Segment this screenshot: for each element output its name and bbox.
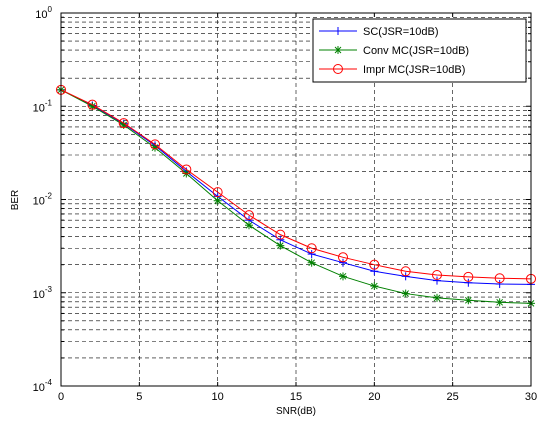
legend-marker	[334, 46, 342, 54]
x-tick-label: 5	[136, 391, 142, 403]
grid-layer	[61, 13, 531, 386]
data-point	[464, 296, 473, 305]
legend: SC(JSR=10dB) Conv MC(JSR=10dB) Impr MC(JSR…	[312, 18, 527, 83]
legend-item: Impr MC(JSR=10dB)	[319, 64, 465, 76]
legend-label: Impr MC(JSR=10dB)	[363, 64, 465, 76]
data-point	[307, 258, 316, 267]
x-axis-label: SNR(dB)	[276, 406, 316, 417]
x-tick-label: 20	[368, 391, 380, 403]
data-point	[339, 258, 347, 267]
x-tick-label: 10	[212, 391, 224, 403]
x-tick-label: 25	[447, 391, 459, 403]
x-tick-label: 30	[525, 391, 537, 403]
data-point	[463, 271, 474, 282]
y-tick-label: 10-1	[33, 98, 53, 114]
x-tick-label: 15	[290, 391, 302, 403]
data-point	[401, 272, 410, 281]
data-point	[275, 229, 286, 240]
legend-marker	[333, 64, 343, 74]
data-point	[338, 252, 348, 263]
data-point	[245, 221, 253, 230]
data-point	[369, 259, 380, 270]
data-point	[307, 250, 316, 259]
legend-item: SC(JSR=10dB)	[319, 26, 439, 38]
data-point	[181, 164, 192, 175]
data-point	[118, 118, 129, 129]
data-point	[464, 278, 473, 287]
data-point	[495, 298, 504, 307]
data-point	[276, 241, 285, 250]
data-point	[495, 280, 504, 289]
legend-marker	[334, 27, 342, 35]
data-point	[494, 273, 505, 284]
data-point	[432, 270, 442, 281]
data-point	[400, 266, 411, 277]
data-point	[212, 187, 223, 198]
y-tick-label: 10-2	[33, 192, 53, 208]
data-point	[213, 196, 222, 205]
series-line	[60, 89, 532, 304]
data-point	[433, 276, 441, 285]
data-point	[370, 282, 379, 291]
data-point	[87, 99, 98, 110]
data-point	[306, 243, 317, 254]
y-tick-label: 10-4	[33, 378, 53, 394]
data-point	[401, 289, 410, 298]
series-line	[60, 89, 532, 280]
x-tick-label: 0	[58, 391, 64, 403]
series-line	[60, 89, 532, 285]
y-tick-label: 100	[35, 5, 52, 21]
data-point	[244, 210, 254, 221]
y-axis-label: BER	[10, 190, 21, 211]
data-point	[339, 272, 347, 281]
axes-layer: 0 5 10 15 20 25 30 10-4 10-3 10-2 10-1 100	[33, 5, 538, 403]
series-1	[57, 85, 535, 289]
series-3	[56, 84, 536, 284]
legend-label: SC(JSR=10dB)	[363, 26, 439, 38]
data-point	[370, 267, 379, 276]
legend-item: Conv MC(JSR=10dB)	[319, 45, 469, 57]
y-tick-label: 10-3	[33, 285, 53, 301]
data-point	[433, 293, 441, 302]
data-point	[150, 139, 160, 150]
legend-label: Conv MC(JSR=10dB)	[363, 45, 469, 57]
